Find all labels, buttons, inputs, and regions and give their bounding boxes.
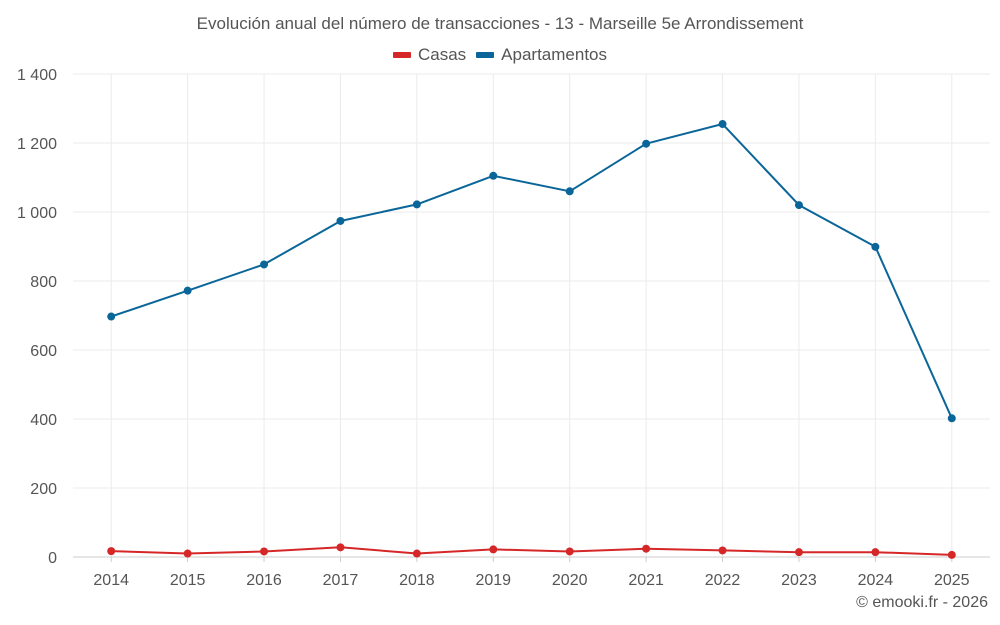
y-tick-label: 800 <box>30 274 57 291</box>
data-point-casas <box>107 547 116 556</box>
y-tick-label: 200 <box>30 481 57 498</box>
legend-item-casas[interactable]: Casas <box>392 45 467 65</box>
data-point-casas <box>336 543 345 552</box>
data-point-casas <box>565 547 574 556</box>
series-line-casas <box>111 546 952 556</box>
x-tick-label: 2015 <box>170 572 206 589</box>
data-point-casas <box>794 548 803 557</box>
x-tick-label: 2021 <box>628 572 664 589</box>
data-point-apartamentos <box>794 201 803 210</box>
axes: 0 200 400 600 800 1 000 1 200 1 400 2014 2015 2016… <box>17 67 990 589</box>
data-point-casas <box>947 550 956 559</box>
legend-label-casas: Casas <box>417 45 467 64</box>
legend-item-apartamentos[interactable]: Apartamentos <box>476 45 607 65</box>
y-tick-label: 1 000 <box>17 205 57 222</box>
data-point-casas <box>412 549 421 558</box>
y-tick-label: 1 200 <box>17 136 57 153</box>
series-line-apartamentos <box>110 123 953 419</box>
series-apartamentos <box>107 120 956 423</box>
x-tick-label: 2024 <box>858 572 894 589</box>
data-point-casas <box>489 545 498 554</box>
data-point-apartamentos <box>871 242 880 251</box>
data-point-casas <box>642 544 651 553</box>
x-tick-label: 2018 <box>399 572 435 589</box>
data-point-apartamentos <box>489 171 498 180</box>
legend: Casas Apartamentos <box>0 45 1000 65</box>
y-tick-label: 1 400 <box>17 67 57 84</box>
x-tick-label: 2014 <box>93 572 129 589</box>
credit-text: © emooki.fr - 2026 <box>856 594 988 611</box>
data-point-apartamentos <box>107 312 116 321</box>
x-tick-label: 2020 <box>552 572 588 589</box>
x-tick-label: 2023 <box>781 572 817 589</box>
data-point-apartamentos <box>718 120 727 129</box>
x-tick-label: 2016 <box>246 572 282 589</box>
series-lines <box>107 120 956 559</box>
data-point-apartamentos <box>565 187 574 196</box>
chart-title: Evolución anual del número de transaccio… <box>196 14 804 33</box>
y-tick-label: 600 <box>30 343 57 360</box>
grid-lines <box>73 73 990 557</box>
x-tick-label: 2019 <box>475 572 511 589</box>
legend-label-apartamentos: Apartamentos <box>501 45 608 64</box>
data-point-apartamentos <box>183 286 192 295</box>
data-point-casas <box>260 547 269 556</box>
data-point-casas <box>183 549 192 558</box>
data-point-apartamentos <box>412 200 421 209</box>
x-tick-label: 2025 <box>934 572 970 589</box>
data-point-apartamentos <box>642 139 651 148</box>
data-point-casas <box>718 546 727 555</box>
x-tick-label: 2017 <box>323 572 359 589</box>
legend-swatch-casas <box>392 52 411 58</box>
y-tick-label: 0 <box>48 550 57 567</box>
data-point-apartamentos <box>336 216 345 225</box>
y-tick-label: 400 <box>30 412 57 429</box>
data-point-apartamentos <box>260 260 269 269</box>
series-casas <box>107 543 956 559</box>
legend-swatch-apartamentos <box>476 52 495 58</box>
data-point-apartamentos <box>947 414 956 423</box>
x-tick-label: 2022 <box>705 572 741 589</box>
data-point-casas <box>871 548 880 557</box>
